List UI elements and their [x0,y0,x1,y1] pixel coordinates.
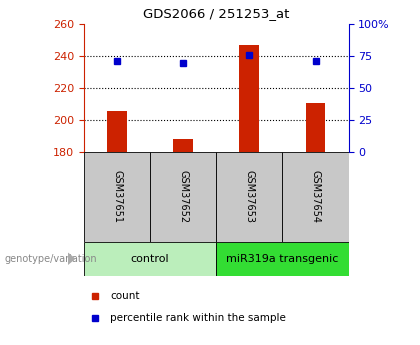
Bar [306,103,326,152]
Bar [173,139,193,152]
Text: control: control [131,254,169,264]
Bar [84,152,150,242]
Text: genotype/variation: genotype/variation [4,254,97,264]
Bar [216,241,349,276]
Bar [239,45,259,152]
Text: count: count [110,292,140,302]
Polygon shape [68,253,76,265]
Text: miR319a transgenic: miR319a transgenic [226,254,339,264]
Bar [107,111,127,152]
Text: GSM37653: GSM37653 [244,170,255,223]
Bar [216,152,282,242]
Bar [150,152,216,242]
Text: percentile rank within the sample: percentile rank within the sample [110,313,286,323]
Bar [282,152,349,242]
Text: GSM37652: GSM37652 [178,170,188,223]
Text: GSM37651: GSM37651 [112,170,122,223]
Title: GDS2066 / 251253_at: GDS2066 / 251253_at [143,7,289,20]
Text: GSM37654: GSM37654 [310,170,320,223]
Bar [84,241,216,276]
